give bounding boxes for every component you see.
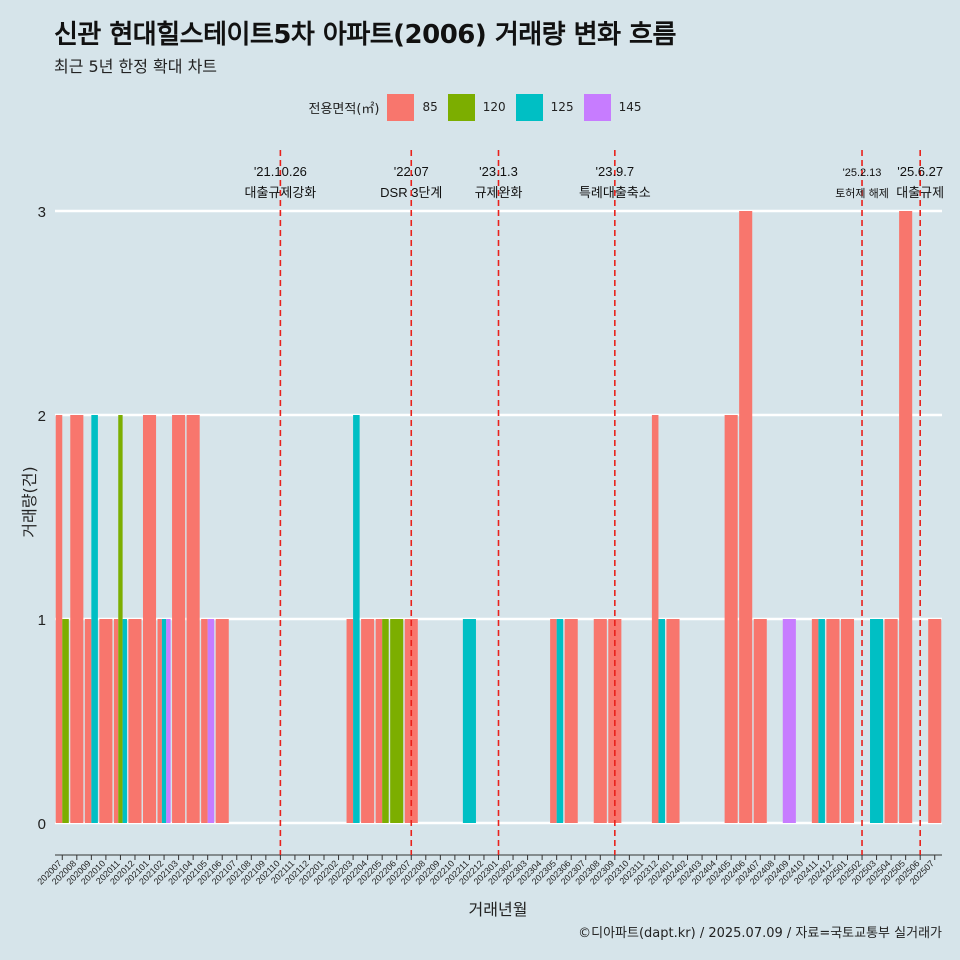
x-axis-label: 거래년월 [468, 900, 528, 919]
bar-202105-145 [207, 619, 215, 823]
legend-swatch-85 [387, 93, 415, 121]
bar-202501-85 [840, 619, 855, 823]
bar-202409-145 [782, 619, 796, 823]
legend-label-145: 145 [618, 100, 642, 114]
y-tick-label: 1 [38, 612, 46, 629]
bar-202411-125 [818, 619, 825, 823]
title: 신관 현대힐스테이트5차 아파트(2006) 거래량 변화 흐름 [54, 20, 676, 50]
bar-202203-85 [346, 619, 354, 823]
legend-swatch-145 [583, 93, 611, 121]
y-tick-label: 0 [38, 816, 46, 833]
event-date: '25.6.27 [897, 164, 943, 179]
subtitle: 최근 5년 한정 확대 차트 [54, 57, 218, 76]
bar-202011-125 [122, 619, 127, 823]
bar-202011-120 [118, 415, 123, 823]
bar-202312-125 [658, 619, 665, 823]
legend-swatch-125 [515, 93, 543, 121]
event-date: '23.9.7 [596, 164, 635, 179]
y-axis-label: 거래량(건) [20, 466, 39, 538]
bar-202101-85 [142, 415, 157, 823]
bar-202102-145 [166, 619, 171, 823]
legend-item-120: 120 [447, 93, 506, 121]
bar-202007-120 [62, 619, 69, 823]
event-label: 규제완화 [475, 185, 523, 200]
caption: ©디아파트(dapt.kr) / 2025.07.09 / 자료=국토교통부 실… [578, 926, 942, 941]
bar-202412-85 [826, 619, 840, 823]
event-date: '22.07 [394, 164, 429, 179]
event-label: 토허제 해제 [835, 186, 889, 200]
bar-202505-85 [899, 211, 913, 823]
bar-202411-85 [811, 619, 819, 823]
bar-202010-85 [99, 619, 113, 823]
bar-202008-85 [70, 415, 84, 823]
legend-title: 전용면적(㎡) [308, 101, 380, 117]
event-date: '23.1.3 [479, 164, 518, 179]
bar-202503-125 [870, 619, 884, 823]
bar-202407-85 [753, 619, 767, 823]
legend: 전용면적(㎡) 85 120 125 145 [0, 93, 960, 121]
legend-swatch-120 [447, 93, 475, 121]
legend-label-85: 85 [422, 100, 438, 114]
bar-202102-125 [161, 619, 167, 823]
event-label: 특례대출축소 [579, 185, 651, 200]
event-date: '25.2.13 [843, 167, 882, 179]
bar-202203-125 [353, 415, 360, 823]
event-label: DSR 3단계 [380, 185, 442, 200]
bar-202405-85 [724, 415, 738, 823]
bar-202205-120 [382, 619, 389, 823]
bar-202308-85 [593, 619, 607, 823]
bar-202103-85 [172, 415, 186, 823]
bar-202104-85 [186, 415, 200, 823]
bar-202312-85 [651, 415, 659, 823]
legend-label-125: 125 [550, 100, 574, 114]
y-tick-label: 3 [38, 204, 46, 221]
bar-202401-85 [666, 619, 680, 823]
bar-202012-85 [128, 619, 142, 823]
bar-202306-85 [564, 619, 578, 823]
bar-202305-85 [550, 619, 557, 823]
bar-202204-85 [361, 619, 375, 823]
event-date: '21.10.26 [254, 164, 307, 179]
bar-202504-85 [884, 619, 898, 823]
bar-202102-85 [157, 619, 162, 823]
bar-202009-125 [91, 415, 98, 823]
event-label: 대출규제강화 [245, 185, 317, 200]
bar-202507-85 [928, 619, 942, 823]
bar-202211-125 [462, 619, 476, 823]
legend-label-120: 120 [482, 100, 506, 114]
bar-202105-85 [201, 619, 208, 823]
event-label: 대출규제 [896, 185, 944, 200]
bar-202009-85 [84, 619, 92, 823]
bar-202007-85 [55, 415, 63, 823]
bar-202205-85 [375, 619, 383, 823]
y-tick-label: 2 [38, 408, 46, 425]
legend-item-145: 145 [583, 93, 642, 121]
legend-item-85: 85 [387, 93, 438, 121]
legend-item-125: 125 [515, 93, 574, 121]
bar-202011-85 [113, 619, 119, 823]
bar-202406-85 [739, 211, 753, 823]
bar-202106-85 [215, 619, 229, 823]
bar-202305-125 [556, 619, 564, 823]
bar-202206-120 [390, 619, 404, 823]
